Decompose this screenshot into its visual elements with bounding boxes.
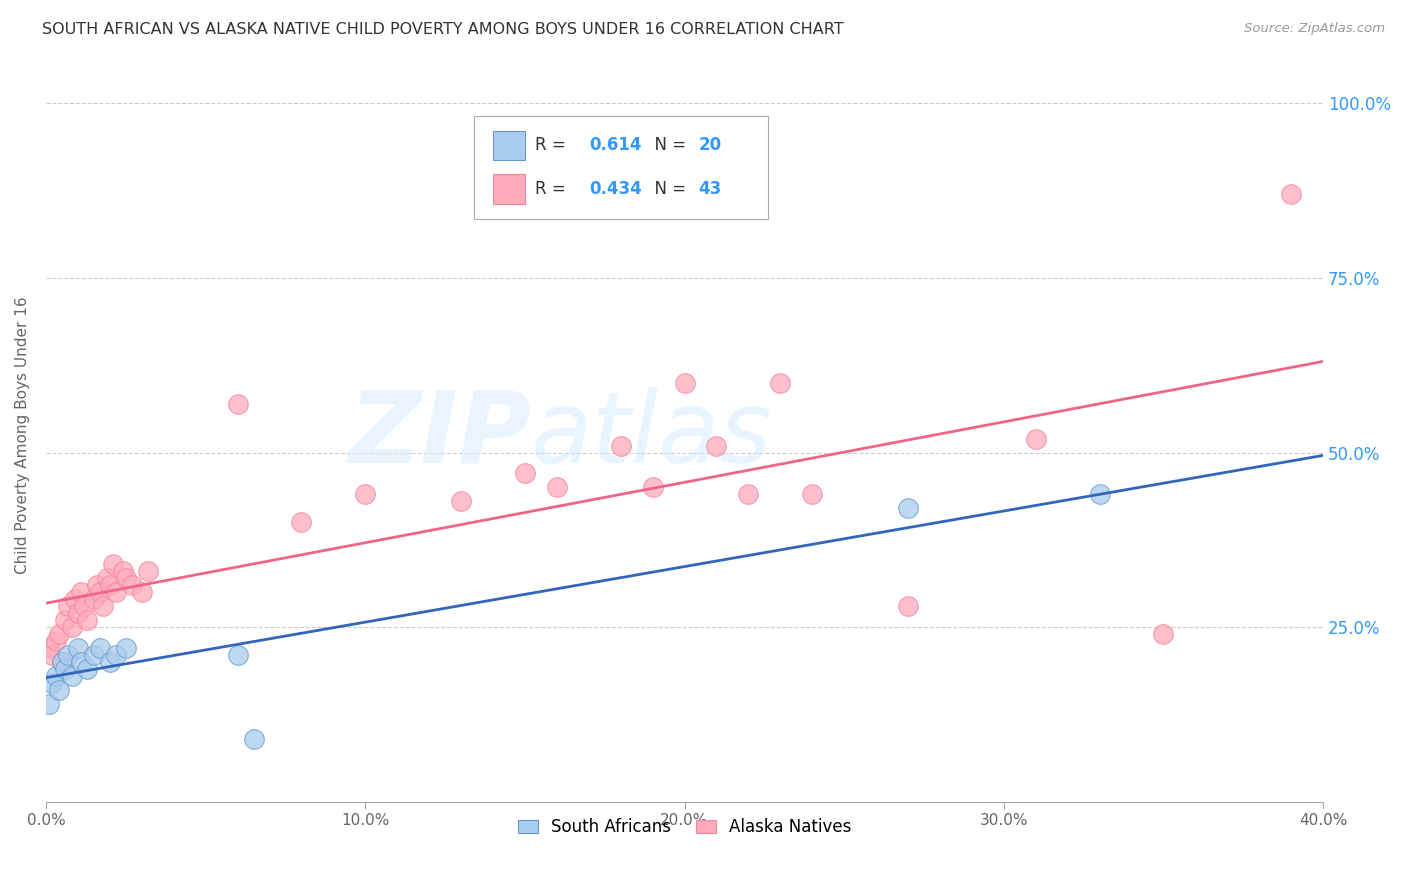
Point	[121, 578, 143, 592]
Text: SOUTH AFRICAN VS ALASKA NATIVE CHILD POVERTY AMONG BOYS UNDER 16 CORRELATION CHA: SOUTH AFRICAN VS ALASKA NATIVE CHILD POV…	[42, 22, 844, 37]
Text: R =: R =	[536, 136, 571, 154]
Point	[98, 655, 121, 669]
Point	[105, 585, 128, 599]
Y-axis label: Child Poverty Among Boys Under 16: Child Poverty Among Boys Under 16	[15, 296, 30, 574]
Point	[706, 438, 728, 452]
Point	[45, 634, 67, 648]
Point	[105, 648, 128, 662]
Text: 43: 43	[699, 180, 721, 198]
Point	[801, 487, 824, 501]
Point	[513, 467, 536, 481]
Point	[93, 599, 115, 613]
Point	[41, 676, 63, 690]
Point	[58, 599, 80, 613]
Point	[354, 487, 377, 501]
Point	[60, 620, 83, 634]
Point	[450, 494, 472, 508]
Point	[45, 669, 67, 683]
Bar	[494, 174, 524, 203]
Point	[111, 564, 134, 578]
Point	[673, 376, 696, 390]
FancyBboxPatch shape	[474, 116, 768, 219]
Point	[546, 480, 568, 494]
Point	[769, 376, 792, 390]
Point	[114, 640, 136, 655]
Text: Source: ZipAtlas.com: Source: ZipAtlas.com	[1244, 22, 1385, 36]
Point	[83, 592, 105, 607]
Point	[70, 585, 93, 599]
Point	[58, 648, 80, 662]
Point	[76, 613, 98, 627]
Point	[66, 606, 89, 620]
Point	[897, 501, 920, 516]
Point	[609, 438, 631, 452]
Point	[1088, 487, 1111, 501]
Point	[53, 662, 76, 676]
Point	[226, 648, 249, 662]
Text: 20: 20	[699, 136, 721, 154]
Point	[51, 655, 73, 669]
Point	[73, 599, 96, 613]
Point	[48, 682, 70, 697]
Point	[83, 648, 105, 662]
Legend: South Africans, Alaska Natives: South Africans, Alaska Natives	[509, 810, 860, 845]
Point	[70, 655, 93, 669]
Point	[63, 592, 86, 607]
Text: N =: N =	[644, 180, 692, 198]
Point	[131, 585, 153, 599]
Point	[66, 640, 89, 655]
Text: ZIP: ZIP	[349, 386, 531, 483]
Point	[38, 640, 60, 655]
Point	[51, 655, 73, 669]
Point	[96, 571, 118, 585]
Text: 0.434: 0.434	[589, 180, 641, 198]
Point	[86, 578, 108, 592]
Point	[101, 558, 124, 572]
Point	[897, 599, 920, 613]
Point	[1025, 432, 1047, 446]
Point	[114, 571, 136, 585]
Text: R =: R =	[536, 180, 571, 198]
Point	[1279, 187, 1302, 202]
Point	[76, 662, 98, 676]
Text: 0.614: 0.614	[589, 136, 641, 154]
Point	[38, 697, 60, 711]
Point	[226, 397, 249, 411]
Point	[41, 648, 63, 662]
Point	[242, 731, 264, 746]
Point	[60, 669, 83, 683]
Bar	[494, 130, 524, 160]
Point	[290, 516, 312, 530]
Point	[53, 613, 76, 627]
Point	[89, 640, 111, 655]
Point	[89, 585, 111, 599]
Point	[737, 487, 759, 501]
Point	[1153, 627, 1175, 641]
Point	[98, 578, 121, 592]
Text: atlas: atlas	[531, 386, 773, 483]
Point	[641, 480, 664, 494]
Text: N =: N =	[644, 136, 692, 154]
Point	[48, 627, 70, 641]
Point	[136, 564, 159, 578]
